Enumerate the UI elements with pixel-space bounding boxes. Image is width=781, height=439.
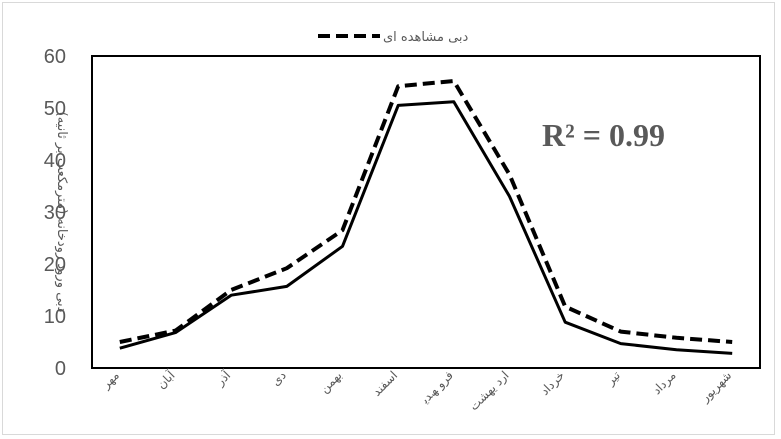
- series-line-simulated: [119, 100, 733, 355]
- x-tick-label: تیر: [603, 368, 624, 389]
- y-axis-title: دبی ورود رودخانه (مترمکعب بر ثانیه): [54, 112, 69, 313]
- x-tick-label: ارد ﯾﮭﺸﺖ: [467, 368, 513, 414]
- x-axis-labels: مهر آبان آذر دی بهمن اسفند فرو ﮫﺪﯾ ارد ﯾﮭﺸﺖ خردا…: [98, 367, 735, 414]
- x-tick-label: فرو ﮫﺪﯾ: [418, 368, 457, 407]
- y-tick-label: 30: [44, 202, 66, 224]
- series-line-observed: [119, 79, 733, 344]
- x-tick-label: دی: [269, 368, 289, 388]
- plot-area-border: [91, 55, 761, 369]
- series-group: [119, 79, 733, 355]
- y-axis-ticks: 0 10 20 30 40 50 60: [44, 46, 66, 380]
- x-tick-label: مرداد: [650, 368, 680, 398]
- r-squared-annotation: R² = 0.99: [542, 117, 665, 153]
- y-tick-label: 0: [55, 358, 66, 380]
- y-tick-label: 20: [44, 254, 66, 276]
- legend-label: دبی مشاهده ای: [383, 30, 469, 45]
- chart-frame: [2, 2, 775, 435]
- y-tick-label: 40: [44, 150, 66, 172]
- x-tick-label: آبان: [153, 367, 178, 392]
- x-tick-label: اسفند: [370, 368, 401, 399]
- y-tick-label: 10: [44, 306, 66, 328]
- y-tick-label: 60: [44, 46, 66, 68]
- legend: دبی مشاهده ای: [318, 30, 469, 45]
- x-tick-label: بهمن: [317, 368, 345, 396]
- y-tick-label: 50: [44, 98, 66, 120]
- x-tick-label: مهر: [98, 368, 122, 392]
- x-tick-label: شهریور: [697, 368, 735, 406]
- x-tick-label: خرداد: [538, 368, 568, 398]
- x-tick-label: آذر: [212, 367, 235, 390]
